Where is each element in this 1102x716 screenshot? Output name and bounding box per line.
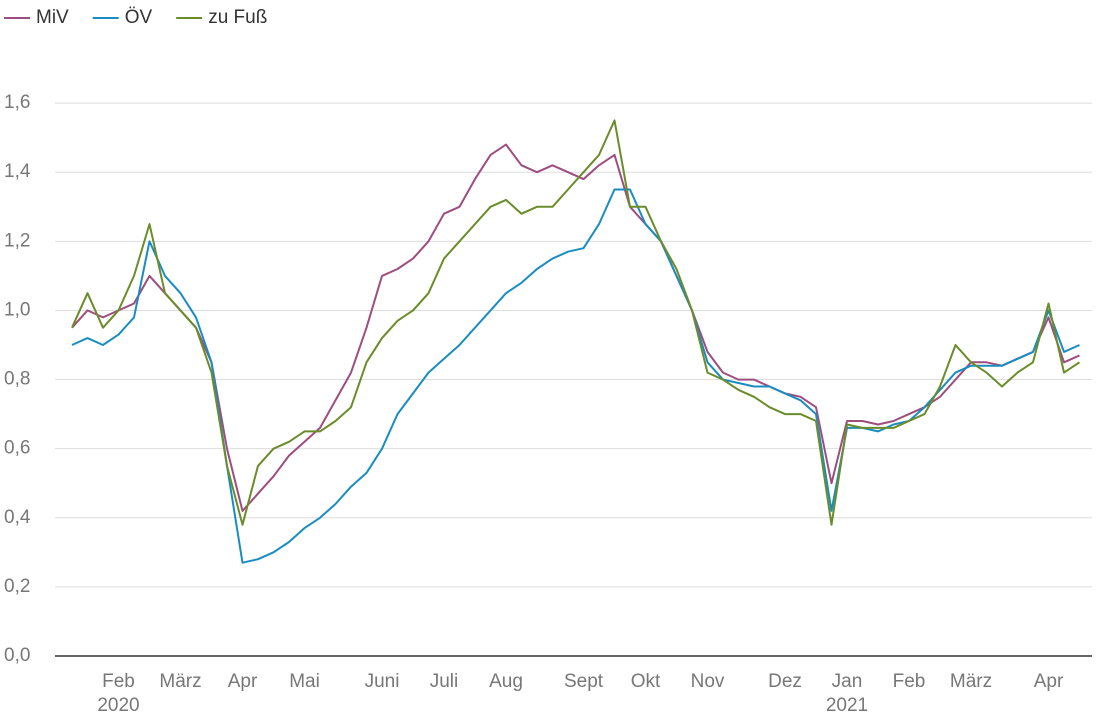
x-tick-label: Jan — [832, 671, 863, 692]
x-tick-label: März — [159, 671, 201, 692]
y-tick-label: 0,4 — [4, 507, 31, 528]
x-tick-label: Juli — [430, 671, 459, 692]
legend-label: zu Fuß — [208, 7, 267, 28]
y-tick-label: 0,8 — [4, 369, 30, 390]
x-tick-label: Feb — [893, 671, 926, 692]
y-tick-label: 0,6 — [4, 438, 30, 459]
x-tick-label: März — [950, 671, 992, 692]
y-tick-label: 1,4 — [4, 161, 31, 182]
series-line — [71, 119, 1081, 526]
y-tick-label: 0,0 — [4, 645, 30, 666]
series-line — [71, 188, 1080, 564]
x-tick-label: Aug — [489, 671, 523, 692]
series-line — [71, 143, 1080, 512]
x-tick-year: 2020 — [97, 695, 139, 716]
y-tick-label: 0,2 — [4, 576, 30, 597]
x-tick-label: Dez — [768, 671, 802, 692]
x-tick-label: Juni — [365, 671, 400, 692]
legend-label: ÖV — [125, 7, 153, 28]
x-tick-year: 2021 — [826, 695, 868, 716]
y-tick-label: 1,0 — [4, 299, 30, 320]
y-tick-label: 1,6 — [4, 92, 30, 113]
legend-label: MiV — [36, 7, 69, 28]
x-tick-label: Okt — [631, 671, 661, 692]
x-tick-label: Feb — [102, 671, 135, 692]
y-tick-label: 1,2 — [4, 230, 30, 251]
x-tick-label: Nov — [691, 671, 725, 692]
x-tick-label: Mai — [289, 671, 320, 692]
x-tick-label: Apr — [1034, 671, 1064, 692]
x-tick-label: Sept — [564, 671, 604, 692]
x-tick-label: Apr — [228, 671, 258, 692]
